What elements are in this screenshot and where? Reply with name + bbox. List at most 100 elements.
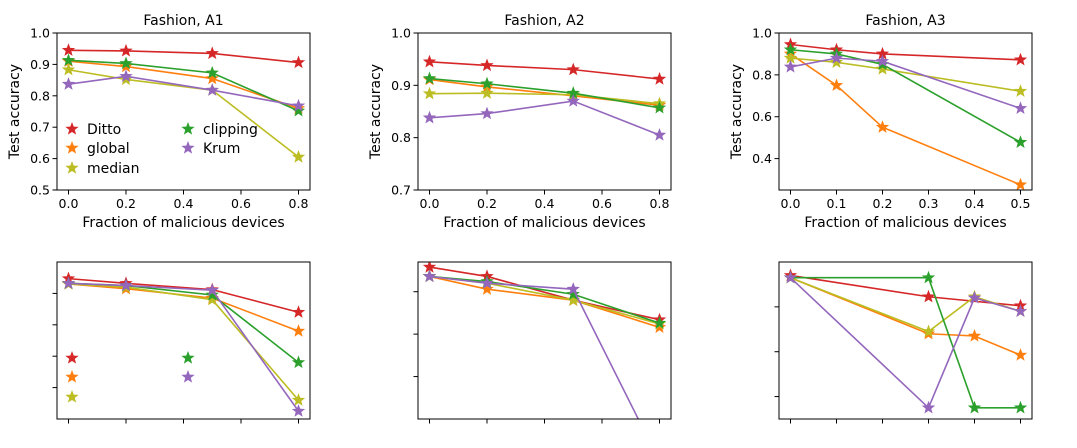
data-point-clipping [61,53,76,66]
data-point-median [291,150,306,163]
series-line-clipping [790,276,1021,409]
axes-frame [778,261,1033,420]
series-line-ditto [68,49,299,64]
data-point-krum [652,128,667,141]
legend-label-krum: Krum [203,141,240,157]
data-point-clipping [566,287,580,300]
x-tick-label: 0.0 [420,196,440,211]
x-tick-label: 0.4 [174,196,194,211]
panel-1: Fashion, A1 0.0 0.2 0.4 0.6 0.8 0.5 0.6 0.7 0.8 0.… [7,13,311,231]
data-point-ditto [291,55,306,69]
y-tick-label: 0.7 [30,120,50,135]
data-point-ditto [652,72,667,85]
data-point-krum [480,106,494,120]
data-point-krum [205,283,219,296]
data-point-ditto [1013,52,1028,66]
y-tick-label: 1.0 [30,26,50,41]
data-point-clipping [967,400,982,414]
x-axis-label: Fraction of malicious devices [82,215,284,231]
data-point-krum [422,110,437,124]
data-point-median [205,292,219,306]
series-line-clipping [429,275,660,324]
data-point-median [61,62,76,76]
y-tick-label: 1.0 [752,26,772,41]
data-point-median [829,55,844,68]
y-tick-label: 0.9 [30,57,50,72]
data-point-clipping [652,316,667,329]
series-line-krum [68,75,299,107]
data-point-ditto [566,62,580,76]
legend-marker-median [65,390,79,403]
legend-label-ditto: Ditto [87,122,121,138]
x-axis-label: Fraction of malicious devices [443,215,645,231]
data-point-median [1013,84,1028,97]
x-tick-label: 0.2 [477,196,497,211]
y-tick-label: 0.8 [391,130,411,145]
data-point-krum [566,94,580,107]
data-point-krum [1013,304,1028,318]
y-tick-label: 0.5 [30,183,50,198]
axes-frame [56,261,311,420]
series-line-clipping [429,77,660,109]
data-point-krum [422,269,437,283]
data-point-clipping [652,100,667,114]
data-point-ditto [875,46,890,60]
y-tick-label: 0.8 [752,67,772,82]
plot-area [422,262,667,419]
data-point-median [480,86,494,99]
series-line-krum [790,57,1021,110]
legend-marker-global [65,141,79,154]
data-point-clipping [480,76,494,90]
legend-marker-krum [181,370,195,383]
chart-title: Fashion, A2 [504,13,584,29]
data-point-clipping [291,103,306,117]
data-point-krum [480,276,494,289]
legend-label-global: global [87,141,130,157]
data-point-clipping [566,86,580,99]
data-point-clipping [783,42,798,56]
axes-frame [417,261,672,420]
plot-area [422,54,667,141]
legend-marker-clipping [181,122,195,135]
series-line-median [429,92,660,105]
data-point-clipping [1013,400,1028,414]
data-point-clipping [205,287,219,301]
series-line-clipping [68,59,299,112]
legend-marker-median [65,161,79,174]
data-point-median [921,324,936,338]
series-line-global [790,276,1021,356]
data-point-median [875,62,890,75]
axes-frame [417,32,672,191]
series-line-krum [789,277,1021,410]
data-point-krum [967,290,982,304]
data-point-ditto [422,54,437,68]
data-point-krum [566,282,580,295]
data-point-global [967,329,982,342]
data-point-ditto [422,262,437,273]
x-tick-label: 0.2 [116,196,136,211]
series-line-global [68,60,299,110]
panel-6 [774,261,1033,424]
data-point-global [480,282,494,295]
data-point-krum [119,69,133,82]
data-point-krum [875,54,890,67]
legend [65,351,195,403]
data-point-global [875,120,890,133]
data-point-global [1013,177,1028,190]
data-point-median [566,293,580,306]
panel-5 [413,261,672,424]
legend-marker-ditto [65,122,79,135]
x-tick-label: 0.6 [231,196,251,211]
x-tick-label: 0.1 [827,196,847,211]
data-point-clipping [205,65,219,79]
plot-area [783,268,1028,414]
legend-marker-krum [181,141,195,154]
data-point-krum [829,51,844,64]
data-point-krum [921,400,936,414]
data-point-krum [291,98,306,112]
legend-marker-clipping [181,351,195,364]
series-line-median [68,68,299,158]
chart-title: Fashion, A1 [143,13,223,29]
series-line-krum [429,275,640,419]
